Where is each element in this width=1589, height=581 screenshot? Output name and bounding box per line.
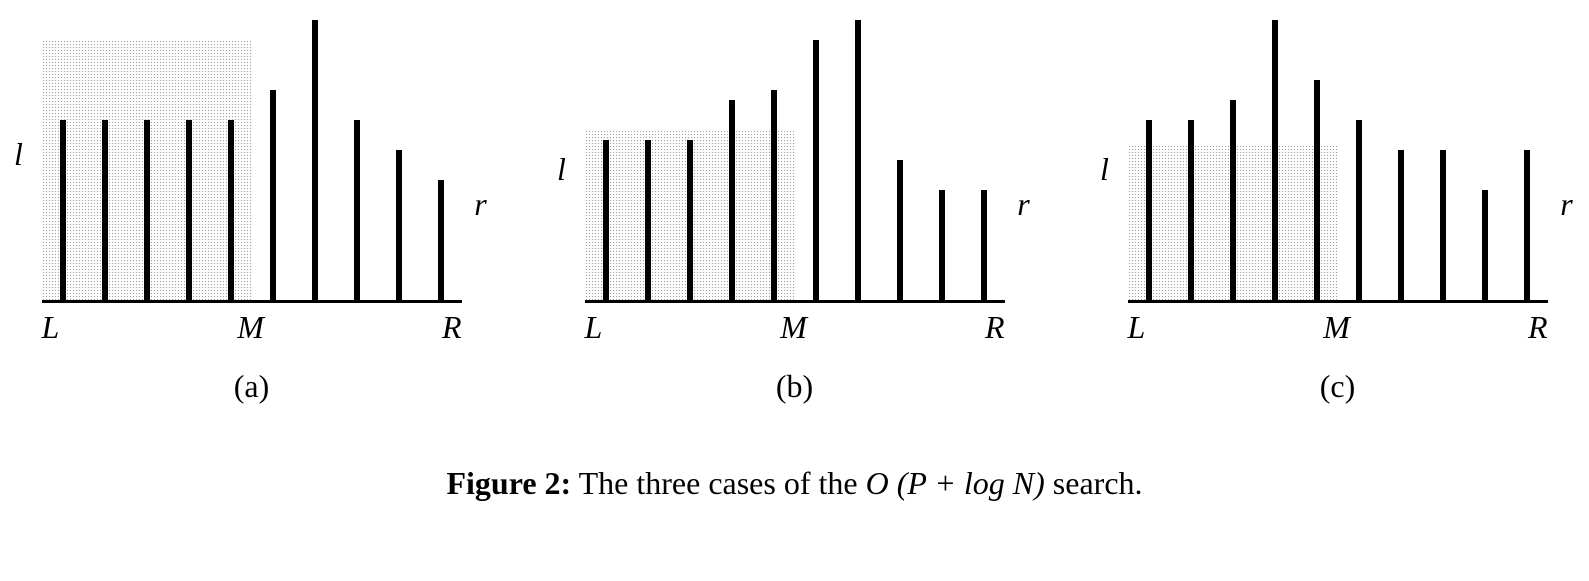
caption-pre: The three cases of the xyxy=(571,465,865,501)
bar xyxy=(228,120,234,300)
label-R-b: R xyxy=(985,309,1005,346)
label-R-c: R xyxy=(1528,309,1548,346)
bars-a xyxy=(42,20,462,300)
caption-post: search. xyxy=(1045,465,1143,501)
panel-b: l r L M R (b) xyxy=(585,20,1005,405)
label-l-c: l xyxy=(1088,151,1122,188)
bar xyxy=(981,190,987,300)
bars-b xyxy=(585,20,1005,300)
caption-math: O (P + log N) xyxy=(866,465,1045,501)
label-R-a: R xyxy=(442,309,462,346)
label-r-c: r xyxy=(1550,186,1584,223)
bar xyxy=(687,140,693,300)
label-L-c: L xyxy=(1128,309,1146,346)
bar xyxy=(1524,150,1530,300)
bar xyxy=(939,190,945,300)
chart-b xyxy=(585,20,1005,303)
bars-c xyxy=(1128,20,1548,300)
axis-row-a: L M R xyxy=(42,309,462,346)
axis-row-c: L M R xyxy=(1128,309,1548,346)
figure-row: l r L M R (a) l r L M R (b) xyxy=(10,20,1579,405)
chart-a xyxy=(42,20,462,303)
label-r-b: r xyxy=(1007,186,1041,223)
bar xyxy=(855,20,861,300)
bar xyxy=(603,140,609,300)
bar xyxy=(771,90,777,300)
label-M-b: M xyxy=(780,309,807,346)
bar xyxy=(60,120,66,300)
bar xyxy=(144,120,150,300)
bar xyxy=(729,100,735,300)
bar xyxy=(1440,150,1446,300)
bar xyxy=(1230,100,1236,300)
bar xyxy=(270,90,276,300)
sublabel-a: (a) xyxy=(234,368,270,405)
chart-wrap-a: l r xyxy=(42,20,462,303)
panel-a: l r L M R (a) xyxy=(42,20,462,405)
bar xyxy=(396,150,402,300)
bar xyxy=(1146,120,1152,300)
label-L-a: L xyxy=(42,309,60,346)
chart-wrap-b: l r xyxy=(585,20,1005,303)
bar xyxy=(1314,80,1320,300)
sublabel-b: (b) xyxy=(776,368,813,405)
label-r-a: r xyxy=(464,186,498,223)
axis-row-b: L M R xyxy=(585,309,1005,346)
bar xyxy=(897,160,903,300)
bar xyxy=(312,20,318,300)
bar xyxy=(1356,120,1362,300)
bar xyxy=(354,120,360,300)
bar xyxy=(813,40,819,300)
bar xyxy=(1188,120,1194,300)
panel-c: l r L M R (c) xyxy=(1128,20,1548,405)
bar xyxy=(1272,20,1278,300)
bar xyxy=(1482,190,1488,300)
label-l-a: l xyxy=(2,136,36,173)
figure-caption: Figure 2: The three cases of the O (P + … xyxy=(10,465,1579,502)
bar xyxy=(102,120,108,300)
label-M-a: M xyxy=(237,309,264,346)
bar xyxy=(1398,150,1404,300)
label-l-b: l xyxy=(545,151,579,188)
chart-wrap-c: l r xyxy=(1128,20,1548,303)
label-L-b: L xyxy=(585,309,603,346)
chart-c xyxy=(1128,20,1548,303)
label-M-c: M xyxy=(1323,309,1350,346)
bar xyxy=(438,180,444,300)
bar xyxy=(645,140,651,300)
bar xyxy=(186,120,192,300)
sublabel-c: (c) xyxy=(1320,368,1356,405)
caption-bold: Figure 2: xyxy=(446,465,571,501)
